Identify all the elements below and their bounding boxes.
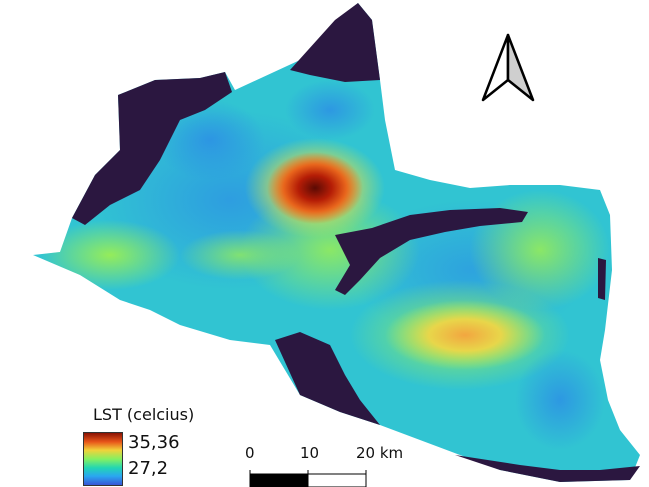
low-zone-southeast xyxy=(455,455,640,482)
legend-max-value: 35,36 xyxy=(128,432,180,453)
scale-label-20: 20 km xyxy=(356,444,404,462)
legend-min-value: 27,2 xyxy=(128,458,169,479)
scale-label-0: 0 xyxy=(245,444,255,462)
scale-bar xyxy=(249,470,367,487)
north-arrow-icon xyxy=(481,33,535,102)
legend-color-ramp xyxy=(83,432,123,486)
low-zone-south xyxy=(275,332,380,425)
low-zone-east xyxy=(598,258,606,300)
scale-label-10: 10 xyxy=(300,444,320,462)
low-zone-northwest xyxy=(72,72,232,225)
low-zone-northeast xyxy=(290,3,380,82)
legend-title: LST (celcius) xyxy=(93,405,195,424)
low-zone-corridor xyxy=(335,208,528,295)
lst-raster xyxy=(33,3,640,482)
